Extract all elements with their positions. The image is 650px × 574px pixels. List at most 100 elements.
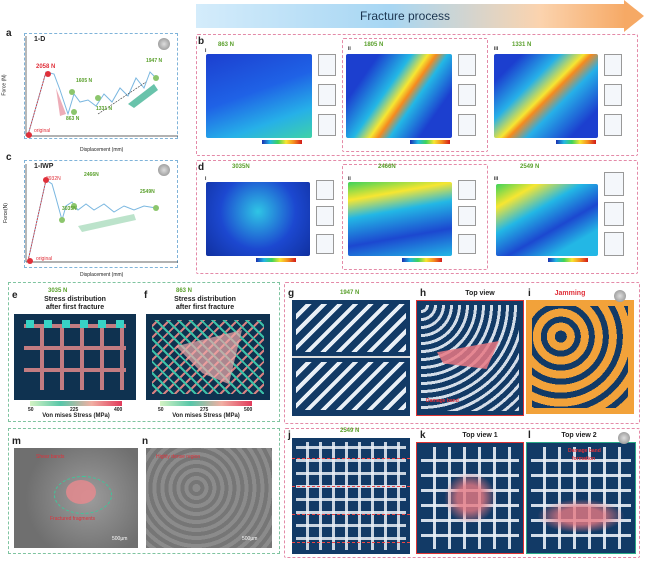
plot-c-3035: 3035N — [62, 206, 77, 212]
plot-c-curve — [27, 179, 157, 262]
plot-a-curve — [27, 71, 159, 136]
panel-b-iii-colorbar — [556, 140, 596, 144]
panel-f-title-1: Stress distribution — [174, 296, 236, 303]
panel-l-icon — [618, 432, 630, 444]
panel-ghi-frame — [284, 282, 640, 424]
plot-a-frame — [24, 33, 178, 139]
panel-m-scale: 500μm — [112, 536, 128, 542]
panel-d-i-colorbar — [256, 258, 296, 262]
plot-c-ylabel: Force(N) — [2, 203, 9, 223]
panel-h-title: Top view — [465, 290, 495, 297]
panel-b-ii-frame — [342, 38, 488, 152]
panel-label-f: f — [144, 290, 148, 301]
panel-b-iii-thumb-3 — [604, 114, 622, 136]
panel-m-shear: Shear bands — [36, 454, 65, 460]
panel-d-ii-frame — [342, 164, 488, 270]
plot-a-1331: 1331 N — [96, 106, 113, 112]
panel-d-i-label: i — [205, 176, 207, 182]
fracture-process-arrow — [196, 4, 626, 28]
panel-i-title: Jamming — [554, 290, 586, 297]
panel-h-damage: Damage band — [426, 398, 459, 404]
panel-label-a: a — [6, 28, 12, 39]
panel-ef-frame — [8, 282, 280, 422]
panel-g-force: 1947 N — [340, 290, 360, 296]
panel-b-i-thumb-2 — [318, 84, 336, 106]
panel-d-i-thumb-3 — [316, 234, 334, 254]
panel-b-frame — [196, 34, 638, 156]
panel-label-k: k — [420, 430, 426, 441]
panel-e-force: 3035 N — [48, 288, 68, 294]
panel-i-icon — [614, 290, 626, 302]
panel-b-i-colorbar — [262, 140, 302, 144]
panel-label-g: g — [288, 288, 295, 299]
panel-label-b: b — [198, 36, 205, 47]
panel-b-ii-label: ii — [348, 46, 351, 52]
panel-e-title-2: after first fracture — [45, 304, 105, 311]
panel-h-image — [416, 300, 524, 416]
panel-b-i-force: 863 N — [218, 42, 235, 48]
panel-label-i: i — [528, 288, 531, 299]
panel-label-l: l — [528, 430, 531, 441]
panel-n-image — [146, 448, 272, 548]
panel-n-dense: Highly dense region — [156, 454, 201, 460]
panel-f-cmid: 275 — [200, 407, 209, 413]
panel-m-image — [14, 448, 138, 548]
panel-d-iii-thumb-1 — [604, 172, 624, 196]
panel-d-frame — [196, 160, 638, 274]
panel-d-iii-thumb-3 — [604, 232, 624, 256]
plot-c — [25, 164, 178, 264]
panel-j-image — [292, 438, 410, 554]
panel-b-ii-thumb-2 — [458, 84, 476, 106]
plot-c-title: 1-IWP — [34, 163, 54, 170]
panel-b-iii-thumb-2 — [604, 84, 622, 106]
panel-label-e: e — [12, 290, 18, 301]
panel-e-image — [14, 314, 136, 400]
panel-d-iii-cube — [496, 184, 598, 256]
plot-a-xlabel: Displacement (mm) — [80, 147, 124, 153]
plot-a-title: 1-D — [34, 36, 46, 43]
panel-l-image — [526, 442, 636, 554]
plot-a — [25, 36, 178, 138]
panel-e-cbar-label: Von mises Stress (MPa) — [42, 413, 110, 419]
panel-f-image — [146, 314, 270, 400]
panel-b-iii-force: 1331 N — [512, 42, 532, 48]
panel-b-i-cube — [206, 54, 312, 138]
panel-f-cbar-label: Von mises Stress (MPa) — [172, 413, 240, 419]
fracture-process-label: Fracture process — [360, 9, 451, 23]
panel-f-colorbar — [160, 401, 252, 406]
panel-label-c: c — [6, 152, 12, 163]
plot-c-2549: 2549N — [140, 189, 155, 195]
panel-b-ii-force: 1805 N — [364, 42, 384, 48]
panel-jkl-frame — [284, 428, 640, 558]
plot-c-2466: 2466N — [84, 172, 99, 178]
panel-d-i-force: 3035N — [232, 164, 250, 170]
panel-d-ii-thumb-2 — [458, 206, 476, 226]
panel-d-ii-label: ii — [348, 176, 351, 182]
panel-b-i-label: i — [205, 48, 207, 54]
panel-e-cmax: 400 — [114, 407, 123, 413]
panel-e-title-1: Stress distribution — [44, 296, 106, 303]
plot-a-1605: 1605 N — [76, 78, 93, 84]
plot-a-trend-arrow — [97, 81, 147, 115]
panel-b-i-thumb-1 — [318, 54, 336, 76]
plot-c-xlabel: Displacement (mm) — [80, 272, 124, 278]
plot-a-original: original — [34, 128, 51, 134]
panel-f-cmin: 50 — [158, 407, 164, 413]
panel-d-iii-force: 2549 N — [520, 164, 540, 170]
panel-i-image — [526, 300, 634, 414]
panel-k-image — [416, 442, 524, 554]
plot-a-2058: 2058 N — [36, 64, 56, 70]
panel-b-ii-colorbar — [410, 140, 450, 144]
panel-e-cmid: 225 — [70, 407, 79, 413]
panel-j-force: 2549 N — [340, 428, 360, 434]
panel-d-ii-thumb-3 — [458, 234, 476, 254]
panel-b-ii-thumb-1 — [458, 54, 476, 76]
panel-m-fracture: Fractured fragments — [50, 516, 96, 522]
plot-c-icon — [158, 164, 170, 176]
panel-b-iii-label: iii — [494, 46, 499, 52]
plot-a-863: 863 N — [66, 116, 80, 122]
panel-label-h: h — [420, 288, 427, 299]
panel-d-iii-colorbar — [548, 258, 588, 262]
panel-d-ii-thumb-1 — [458, 180, 476, 200]
panel-f-cmax: 500 — [244, 407, 253, 413]
